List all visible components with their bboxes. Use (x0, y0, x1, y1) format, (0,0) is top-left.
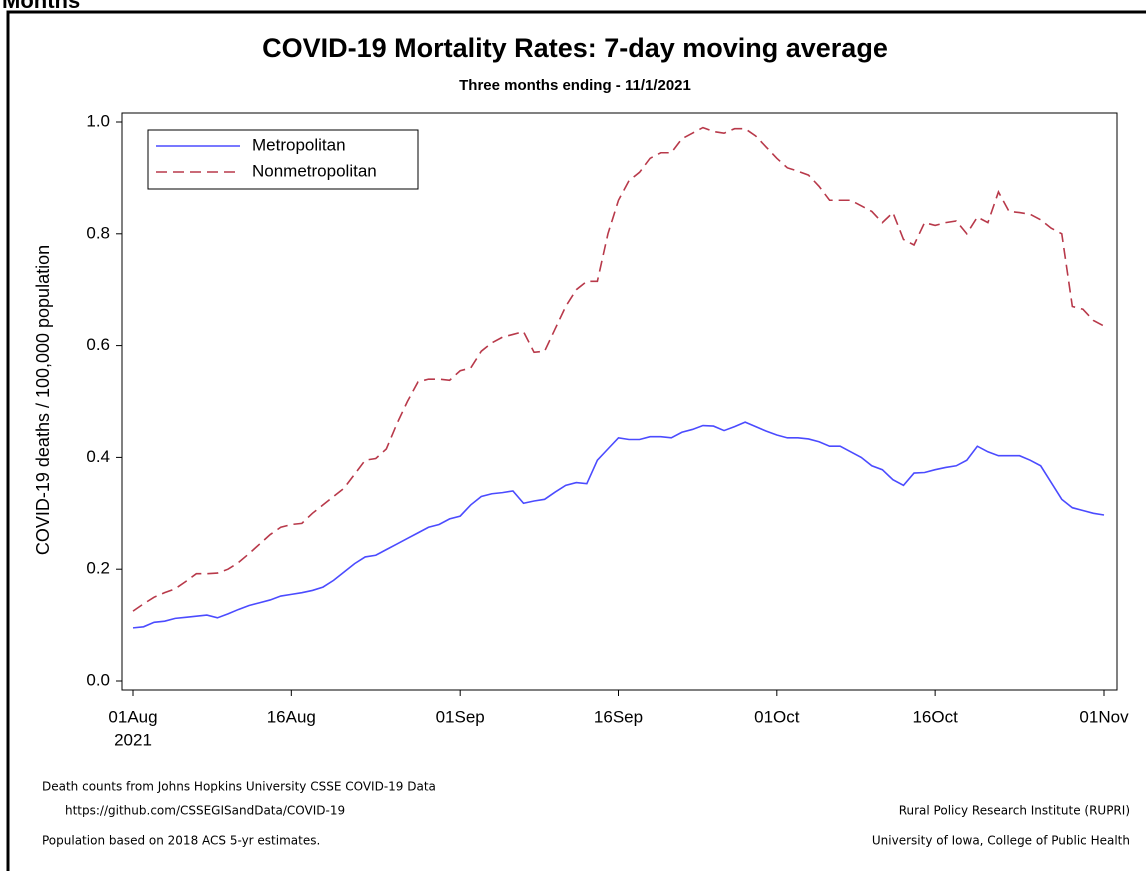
note: University of Iowa, College of Public He… (872, 834, 1130, 848)
legend-label: Metropolitan (252, 135, 346, 154)
frame (6, 10, 1146, 876)
series-line (132, 126, 1105, 612)
y-tick-label: 0.0 (86, 670, 110, 689)
x-tick-label: 16Oct (912, 707, 958, 726)
legend-box (147, 129, 419, 190)
y-tick-label: 0.2 (86, 559, 110, 578)
x-tick-label: 01Sep (436, 707, 485, 726)
series-line (132, 421, 1105, 629)
x-tick-label: 01Aug (108, 707, 157, 726)
note: Rural Policy Research Institute (RUPRI) (899, 804, 1130, 818)
note: Death counts from Johns Hopkins Universi… (42, 780, 436, 794)
page-header: Months (2, 0, 80, 13)
y-tick-label: 0.6 (86, 335, 110, 354)
y-tick-label: 1.0 (86, 111, 110, 130)
note: https://github.com/CSSEGISandData/COVID-… (65, 804, 345, 818)
plot-frame (121, 112, 1118, 691)
x-tick-label: 01Nov (1079, 707, 1129, 726)
x-tick-label: 01Oct (754, 707, 800, 726)
x-year-label: 2021 (114, 730, 152, 749)
y-tick-label: 0.8 (86, 223, 110, 242)
x-tick-label: 16Aug (267, 707, 316, 726)
y-axis-label: COVID-19 deaths / 100,000 population (33, 245, 53, 555)
chart-title: COVID-19 Mortality Rates: 7-day moving a… (262, 33, 888, 63)
chart-subtitle: Three months ending - 11/1/2021 (459, 77, 691, 94)
x-tick-label: 16Sep (594, 707, 643, 726)
legend-label: Nonmetropolitan (252, 161, 377, 180)
note: Population based on 2018 ACS 5-yr estima… (42, 834, 320, 848)
y-tick-label: 0.4 (86, 447, 110, 466)
